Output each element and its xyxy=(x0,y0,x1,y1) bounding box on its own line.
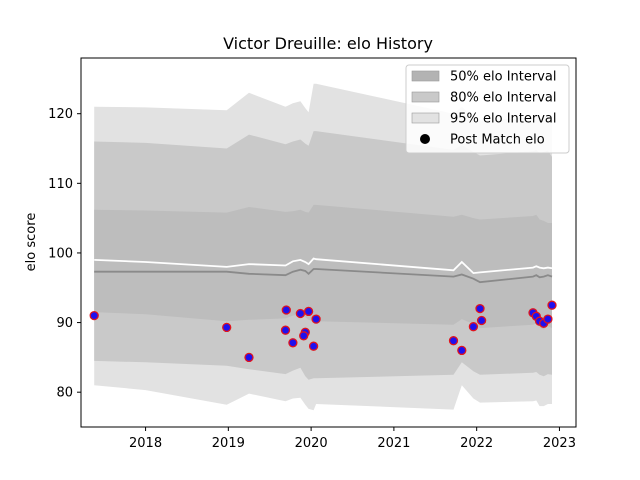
x-tick-label: 2021 xyxy=(377,436,410,451)
post-match-point xyxy=(280,325,291,335)
post-match-points xyxy=(89,300,557,363)
legend-marker xyxy=(420,134,430,144)
y-tick-label: 90 xyxy=(56,316,73,331)
post-match-point xyxy=(311,314,321,324)
post-match-point xyxy=(281,305,291,315)
y-axis-label: elo score xyxy=(24,213,39,272)
elo-lines xyxy=(94,257,553,284)
post-match-point xyxy=(475,303,485,314)
y-tick-label: 80 xyxy=(56,386,73,401)
post-match-point xyxy=(543,314,553,324)
post-match-point xyxy=(222,322,232,333)
post-match-point xyxy=(476,315,487,326)
interval-bands xyxy=(94,83,552,411)
post-match-point xyxy=(288,338,298,348)
post-match-point xyxy=(448,336,459,346)
post-match-point xyxy=(303,306,314,317)
post-match-point xyxy=(468,322,479,332)
post-match-point xyxy=(295,308,306,319)
post-match-point xyxy=(299,331,309,341)
x-axis-ticks: 2018 2019 2020 2021 2022 2023 xyxy=(129,427,576,451)
chart-title: Victor Dreuille: elo History xyxy=(223,34,433,53)
legend-box xyxy=(405,64,570,154)
band-50 xyxy=(94,204,552,330)
y-tick-label: 120 xyxy=(48,107,73,122)
legend-swatch xyxy=(411,91,440,103)
y-tick-label: 110 xyxy=(48,177,73,192)
mean-line xyxy=(94,257,553,275)
legend: 50% elo Interval 80% elo Interval 95% elo … xyxy=(405,64,570,154)
x-tick-label: 2022 xyxy=(460,436,493,451)
legend-label: 95% elo Interval xyxy=(450,112,557,127)
legend-label: Post Match elo xyxy=(450,133,545,148)
x-tick-label: 2020 xyxy=(295,436,328,451)
legend-label: 80% elo Interval xyxy=(450,91,557,106)
post-match-point xyxy=(244,352,254,363)
x-tick-label: 2019 xyxy=(212,436,245,451)
post-match-point xyxy=(547,300,557,310)
legend-swatch xyxy=(411,112,440,124)
median-line xyxy=(94,268,553,284)
legend-label: 50% elo Interval xyxy=(450,70,557,85)
post-match-point xyxy=(89,310,99,321)
y-axis-ticks: 80 90 100 110 120 xyxy=(48,107,81,401)
x-tick-label: 2018 xyxy=(129,436,162,451)
post-match-point xyxy=(457,345,467,356)
post-match-point xyxy=(308,341,319,351)
legend-swatch xyxy=(411,70,440,82)
x-tick-label: 2023 xyxy=(543,436,576,451)
plot-frame xyxy=(80,57,577,428)
y-tick-label: 100 xyxy=(48,246,73,261)
